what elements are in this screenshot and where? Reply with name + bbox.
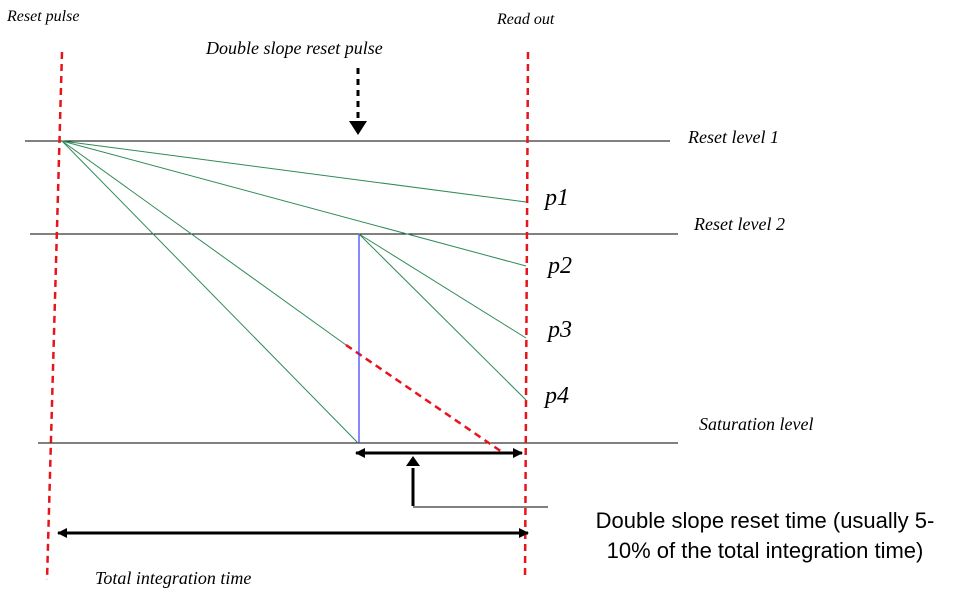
double-slope-pulse-arrowhead <box>349 121 367 135</box>
pixel-output-p4: p4 <box>545 383 569 409</box>
double-slope-reset-time-note: Double slope reset time (usually 5- 10% … <box>560 506 970 566</box>
read-out-marker <box>523 51 530 581</box>
pixel-output-p3: p3 <box>548 317 572 343</box>
ramp-p1 <box>61 140 527 203</box>
ramp-p4-initial <box>61 140 359 444</box>
double-slope-reset-time-note-line-2: 10% of the total integration time) <box>606 538 924 563</box>
ramp-p2 <box>61 140 527 267</box>
reset-pulse-label: Reset pulse <box>7 8 80 25</box>
reset-level-1-label: Reset level 1 <box>688 127 779 147</box>
reset-level-2-label: Reset level 2 <box>694 214 785 234</box>
double-slope-reset-pulse-label: Double slope reset pulse <box>206 38 383 58</box>
read-out-label: Read out <box>497 11 555 28</box>
reset-time-pointer-arrowhead <box>406 456 420 466</box>
saturation-level-label: Saturation level <box>699 414 814 434</box>
double-slope-reset-time-note-line-1: Double slope reset time (usually 5- <box>595 508 935 533</box>
pixel-output-p1: p1 <box>545 185 569 211</box>
reset-pulse-marker <box>45 51 64 581</box>
total-integration-time-label: Total integration time <box>95 568 252 588</box>
ramp-p4-second <box>358 233 527 401</box>
saturation-path-dashed <box>345 343 503 454</box>
ramp-p3-second <box>358 233 527 339</box>
pixel-output-p2: p2 <box>548 253 572 279</box>
ramp-p3-initial <box>61 140 347 346</box>
